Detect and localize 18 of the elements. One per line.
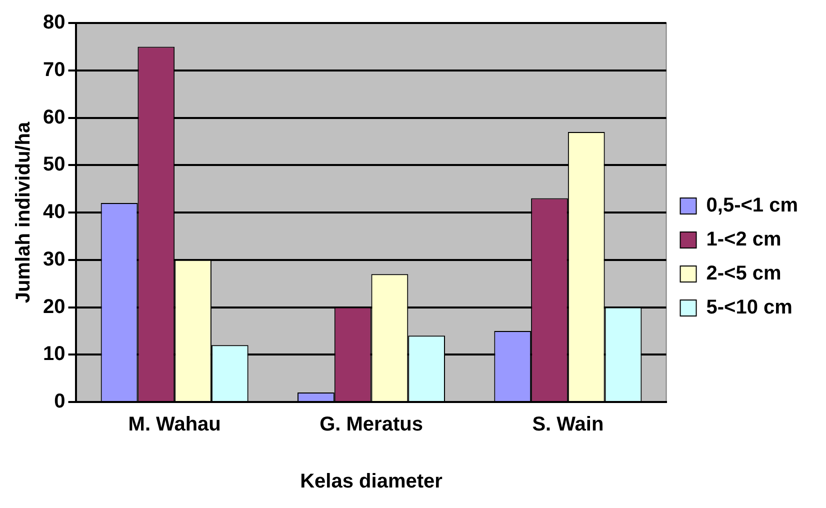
y-tick-label: 10 [42, 343, 66, 366]
legend-label: 2-<5 cm [706, 262, 782, 285]
y-tick-label: 60 [42, 106, 66, 128]
y-tick-label: 80 [42, 12, 66, 34]
legend-label: 1-<2 cm [706, 228, 782, 251]
y-tick-label: 20 [42, 296, 66, 318]
y-tick-label: 50 [42, 154, 66, 176]
x-axis-title: Kelas diameter [300, 470, 443, 493]
y-tick-label: 30 [42, 248, 66, 270]
x-tick-label: M. Wahau [128, 414, 221, 436]
legend-label: 5-<10 cm [706, 296, 792, 319]
y-tick-label: 40 [42, 201, 66, 224]
x-tick-label: G. Meratus [320, 414, 423, 436]
legend-label: 0,5-<1 cm [706, 194, 798, 217]
y-tick-label: 70 [42, 58, 66, 81]
y-tick-label: 0 [54, 390, 66, 413]
x-tick-label: S. Wain [532, 414, 604, 436]
y-axis-title: Jumlah individu/ha [12, 121, 35, 304]
